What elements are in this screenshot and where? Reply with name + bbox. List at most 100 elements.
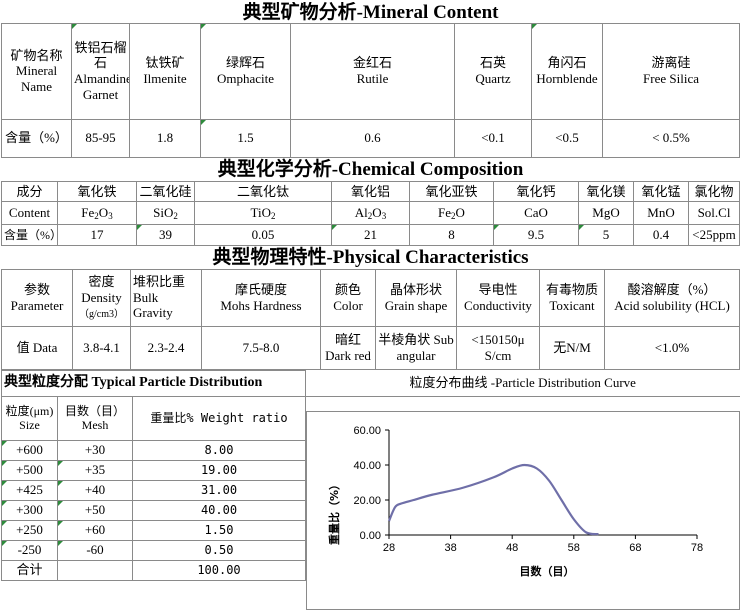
particle-total-row: 合计 100.00 (1, 559, 740, 581)
y-tick-label: 20.00 (353, 495, 381, 507)
physical-param-label: 参数 Parameter (1, 268, 73, 327)
physical-value: <150150μ S/cm (456, 325, 540, 370)
mineral-value: 0.6 (290, 118, 455, 158)
particle-header-row: 粒度(μm) Size 目数（目） Mesh 重量比% Weight ratio (1, 395, 740, 441)
chemical-formula: Fe2O (409, 201, 494, 225)
mineral-value: < 0.5% (601, 118, 740, 158)
chemical-row-label: 成分 (1, 181, 58, 202)
mineral-col-3: 金红石 Rutile (290, 22, 455, 120)
distribution-curve (387, 463, 599, 536)
chemical-formula: MnO (633, 201, 689, 225)
chemical-formula: Sol.Cl (687, 201, 740, 225)
chart-title: 粒度分布曲线 -Particle Distribution Curve (305, 370, 740, 397)
y-tick-label: 40.00 (353, 460, 381, 472)
physical-value: 暗红 Dark red (320, 325, 376, 370)
mineral-value-row: 含量（%） 85-95 1.8 1.5 0.6 <0.1 <0.5 < 0.5% (1, 118, 740, 158)
chemical-value: 39 (136, 224, 195, 246)
physical-header-row: 参数 Parameter 密度 Density （g/cm3） 堆积比重 Bulk Gr… (1, 268, 740, 327)
particle-row: +500 +35 19.00 (1, 459, 740, 481)
mineral-value: <0.1 (454, 118, 532, 158)
physical-col: 颜色 Color (320, 268, 376, 327)
physical-col: 导电性 Conductivity (456, 268, 540, 327)
particle-title: 典型粒度分配 Typical Particle Distribution (1, 369, 306, 397)
y-tick-label: 0.00 (360, 530, 381, 542)
chemical-formula: CaO (493, 201, 579, 225)
chemical-name: 二氧化硅 (136, 181, 195, 202)
physical-value: 7.5-8.0 (201, 325, 321, 370)
x-axis-label: 目数（目） (520, 564, 575, 578)
mineral-col-2: 绿辉石 Omphacite (200, 22, 291, 120)
mineral-col-1: 钛铁矿 Ilmenite (129, 22, 201, 120)
chemical-value: 0.4 (633, 224, 689, 246)
chemical-value: 9.5 (493, 224, 579, 246)
chemical-name: 氧化亚铁 (409, 181, 494, 202)
particle-total-value: 100.00 (132, 559, 306, 581)
chemical-title: 典型化学分析-Chemical Composition (1, 157, 740, 182)
mineral-name-label: 矿物名称 Mineral Name (1, 22, 72, 120)
mineral-table: 典型矿物分析-Mineral Content 矿物名称 Mineral Name… (1, 2, 740, 158)
physical-title: 典型物理特性-Physical Characteristics (1, 246, 740, 270)
y-tick-label: 60.00 (353, 425, 381, 437)
physical-value-label: 值 Data (1, 325, 73, 370)
physical-col: 堆积比重 Bulk Gravity (130, 268, 202, 327)
chemical-name: 氧化镁 (578, 181, 634, 202)
x-tick-label: 58 (568, 542, 580, 554)
chemical-formula: MgO (578, 201, 634, 225)
mineral-content-label: 含量（%） (1, 118, 72, 158)
particle-size-header: 粒度(μm) Size (1, 395, 58, 441)
x-tick-label: 68 (629, 542, 641, 554)
x-tick-label: 78 (691, 542, 703, 554)
particle-row: +250 +60 1.50 (1, 519, 740, 541)
chemical-formula: SiO2 (136, 201, 195, 225)
chemical-row-label: 含量（%） (1, 224, 58, 246)
physical-col: 有毒物质 Toxicant (539, 268, 605, 327)
mineral-col-6: 游离硅 Free Silica (601, 22, 740, 120)
physical-value: <1.0% (603, 325, 740, 370)
chemical-name: 氧化锰 (633, 181, 689, 202)
physical-col: 晶体形状 Grain shape (375, 268, 457, 327)
chemical-value: 8 (409, 224, 494, 246)
physical-value: 3.8-4.1 (72, 325, 131, 370)
mineral-header-row: 矿物名称 Mineral Name 铁铝石榴石 Almandine Garnet … (1, 22, 740, 120)
physical-col: 酸溶解度（%） Acid solubility (HCL) (603, 268, 740, 327)
chemical-value: 17 (57, 224, 137, 246)
physical-value: 2.3-2.4 (130, 325, 202, 370)
mineral-value: 85-95 (71, 118, 130, 158)
physical-value-row: 值 Data 3.8-4.1 2.3-2.4 7.5-8.0 暗红 Dark r… (1, 325, 740, 370)
mineral-value: 1.5 (200, 118, 291, 158)
y-axis-label: 重量比（%） (327, 479, 341, 545)
chemical-name: 氧化铁 (57, 181, 137, 202)
physical-value: 半棱角状 Sub angular (375, 325, 457, 370)
particle-weight-header: 重量比% Weight ratio (132, 395, 306, 441)
mineral-col-4: 石英 Quartz (454, 22, 532, 120)
chemical-name: 氯化物 (687, 181, 740, 202)
chemical-formula-row: Content Fe2O3 SiO2 TiO2 Al2O3 Fe2O CaO M… (1, 201, 740, 225)
mineral-value: <0.5 (531, 118, 603, 158)
mineral-col-5: 角闪石 Hornblende (531, 22, 603, 120)
distribution-chart: 重量比（%） 目数（目） 0.00 20.00 40.00 60.00 28 38 48 58… (327, 425, 703, 578)
particle-row: +300 +50 40.00 (1, 499, 740, 521)
chemical-formula: Al2O3 (331, 201, 410, 225)
chemical-table: 典型化学分析-Chemical Composition 成分 氧化铁 二氧化硅 … (1, 157, 740, 246)
chemical-formula: Fe2O3 (57, 201, 137, 225)
mineral-title: 典型矿物分析-Mineral Content (1, 2, 740, 24)
particle-mesh-header: 目数（目） Mesh (57, 395, 133, 441)
chemical-value: 0.05 (194, 224, 332, 246)
particle-total-label: 合计 (1, 559, 58, 581)
chemical-value: 5 (578, 224, 634, 246)
chemical-value: 21 (331, 224, 410, 246)
particle-row: +600 +30 8.00 (1, 439, 740, 461)
physical-value: 无N/M (539, 325, 605, 370)
chemical-name: 二氧化钛 (194, 181, 332, 202)
x-tick-label: 48 (506, 542, 518, 554)
physical-col: 摩氏硬度 Mohs Hardness (201, 268, 321, 327)
mineral-col-0: 铁铝石榴石 Almandine Garnet (71, 22, 130, 120)
chemical-value: <25ppm (687, 224, 740, 246)
chemical-name: 氧化钙 (493, 181, 579, 202)
chemical-row-label: Content (1, 201, 58, 225)
chart-frame: 重量比（%） 目数（目） 0.00 20.00 40.00 60.00 28 38 48 58… (306, 411, 740, 610)
physical-col: 密度 Density （g/cm3） (72, 268, 131, 327)
particle-row: -250 -60 0.50 (1, 539, 740, 561)
x-tick-label: 38 (444, 542, 456, 554)
